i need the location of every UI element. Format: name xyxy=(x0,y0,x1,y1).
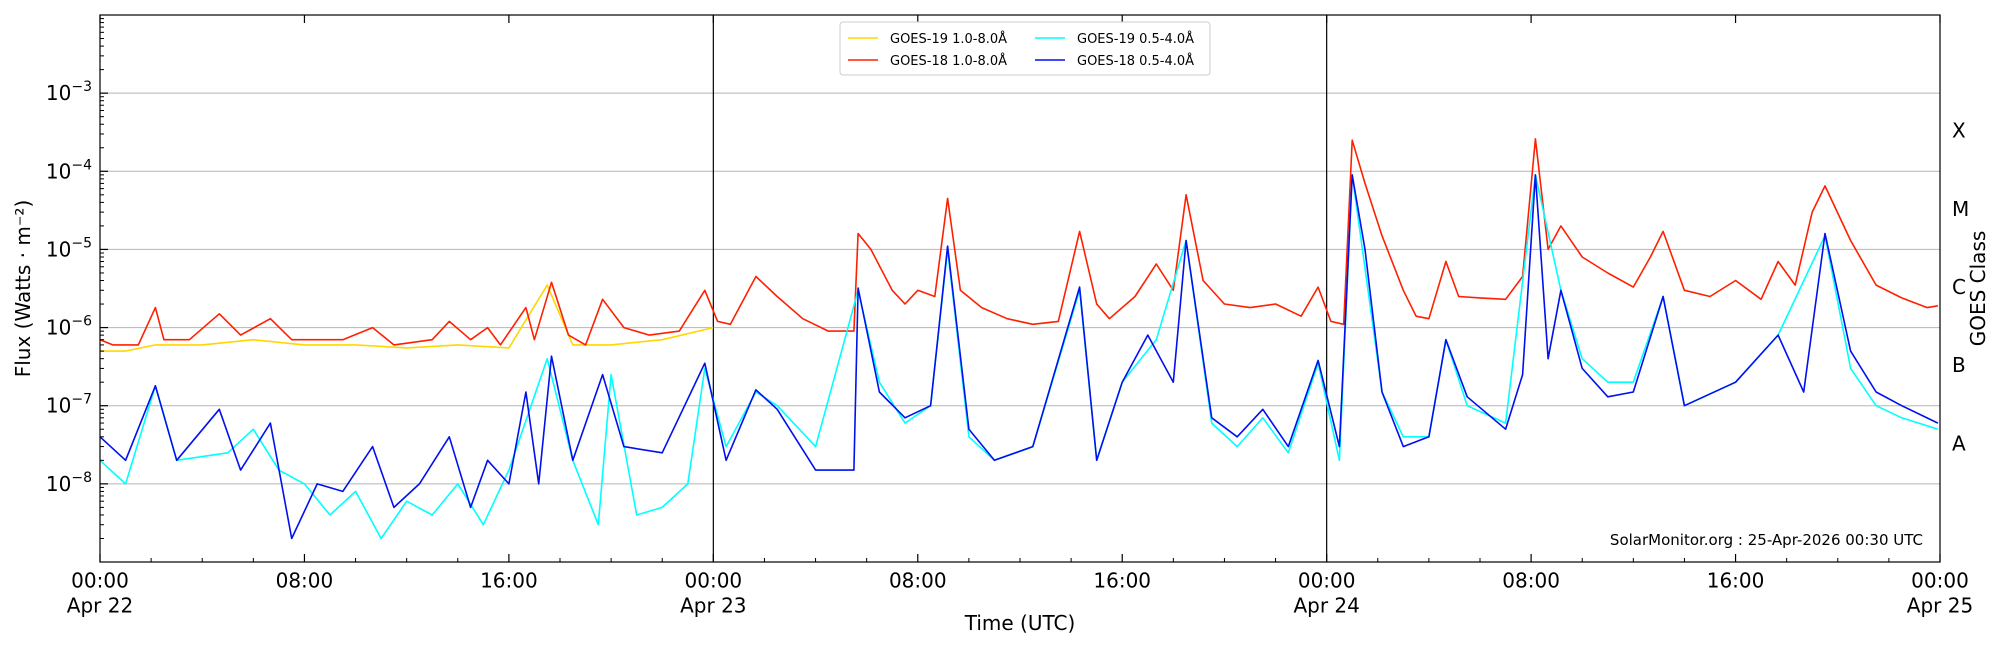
x-tick-label: 00:00 xyxy=(71,569,129,593)
x-tick-sublabel: Apr 25 xyxy=(1907,594,1973,618)
legend-label-3: GOES-19 0.5-4.0Å xyxy=(1077,31,1194,47)
y-tick-exponent: −3 xyxy=(71,79,92,95)
legend-box xyxy=(839,21,1211,76)
x-tick-sublabel: Apr 22 xyxy=(67,594,133,618)
x-tick-label: 08:00 xyxy=(276,569,334,593)
y-tick-label: 10−8 xyxy=(46,470,92,496)
y-tick-base: 10 xyxy=(46,81,71,105)
y-tick-label: 10−7 xyxy=(46,392,92,418)
x-tick-label: 08:00 xyxy=(1502,569,1560,593)
goes-class-label: B xyxy=(1952,353,1966,377)
y-tick-exponent: −4 xyxy=(71,157,92,173)
plot-frame xyxy=(99,14,1941,563)
x-tick-label: 16:00 xyxy=(1707,569,1765,593)
y-tick-base: 10 xyxy=(46,472,71,496)
series-line-1 xyxy=(100,284,714,352)
legend-label-4: GOES-18 0.5-4.0Å xyxy=(1077,53,1194,69)
y-tick-base: 10 xyxy=(46,237,71,261)
goes-class-label: X xyxy=(1952,119,1966,143)
legend: GOES-19 1.0-8.0Å GOES-18 1.0-8.0Å GOES-19 … xyxy=(839,21,1211,76)
y2-axis-label: GOES Class xyxy=(1966,231,1990,347)
y-tick-label: 10−4 xyxy=(46,157,92,183)
x-tick-label: 16:00 xyxy=(480,569,538,593)
goes-class-label: C xyxy=(1952,275,1966,299)
x-tick-sublabel: Apr 24 xyxy=(1293,594,1359,618)
y-tick-base: 10 xyxy=(46,316,71,340)
y-tick-exponent: −7 xyxy=(71,392,92,408)
y-tick-base: 10 xyxy=(46,394,71,418)
y-tick-exponent: −6 xyxy=(71,314,92,330)
y-axis-label: Flux (Watts · m⁻²) xyxy=(11,200,35,378)
series-line-3 xyxy=(100,174,1939,540)
x-tick-label: 08:00 xyxy=(889,569,947,593)
y-tick-label: 10−5 xyxy=(46,235,92,261)
x-tick-label: 00:00 xyxy=(1298,569,1356,593)
y-tick-label: 10−6 xyxy=(46,314,92,340)
y-tick-label: 10−3 xyxy=(46,79,92,105)
x-axis-label: Time (UTC) xyxy=(964,611,1076,635)
x-tick-label: 00:00 xyxy=(685,569,743,593)
legend-label-1: GOES-19 1.0-8.0Å xyxy=(890,31,1007,47)
y-tick-base: 10 xyxy=(46,159,71,183)
series-line-4 xyxy=(100,174,1939,540)
series-line-2 xyxy=(100,138,1939,346)
x-tick-label: 00:00 xyxy=(1911,569,1969,593)
y-tick-exponent: −5 xyxy=(71,235,92,251)
goes-class-label: A xyxy=(1952,431,1966,455)
source-annotation: SolarMonitor.org : 25-Apr-2026 00:30 UTC xyxy=(1610,531,1923,549)
y-tick-exponent: −8 xyxy=(71,470,92,486)
x-tick-sublabel: Apr 23 xyxy=(680,594,746,618)
goes-class-label: M xyxy=(1952,197,1969,221)
legend-label-2: GOES-18 1.0-8.0Å xyxy=(890,53,1007,69)
x-tick-label: 16:00 xyxy=(1093,569,1151,593)
